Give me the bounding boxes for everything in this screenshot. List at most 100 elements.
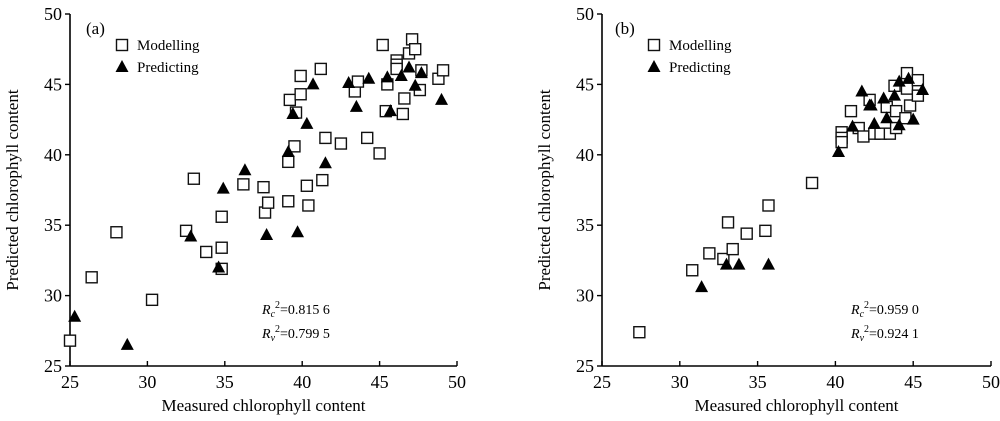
r2-calibration-annotation: Rc2=0.959 0 [850, 300, 919, 320]
data-points [633, 66, 930, 339]
modelling-point [314, 62, 327, 76]
r2-validation-annotation: Rv2=0.799 5 [261, 324, 330, 344]
predicting-point [300, 116, 314, 129]
predicting-point [408, 78, 422, 91]
y-tick-label: 25 [44, 356, 62, 376]
legend-label-modelling: Modelling [137, 38, 200, 54]
y-tick-label: 40 [44, 145, 62, 165]
modelling-point [294, 69, 307, 83]
y-tick-label: 50 [44, 4, 62, 24]
modelling-point [283, 93, 297, 107]
predicting-point [435, 92, 449, 105]
modelling-point [361, 131, 374, 145]
predicting-point [719, 257, 733, 270]
x-tick-label: 40 [293, 372, 311, 392]
x-tick-label: 50 [448, 372, 466, 392]
x-axis-title: Measured chlorophyll content [162, 396, 366, 415]
modelling-point [261, 196, 275, 209]
predicting-point [867, 116, 881, 129]
y-axis-title: Predicted chlorophyll content [3, 89, 22, 290]
modelling-point [334, 137, 348, 150]
modelling-point [703, 247, 716, 260]
axis-ticks: 25 30 35 40 45 50 25 30 35 40 45 50 [576, 4, 1000, 392]
predicting-point [238, 163, 252, 176]
r2-calibration-annotation: Rc2=0.815 6 [261, 300, 330, 320]
modelling-point [179, 224, 193, 238]
modelling-point [294, 88, 307, 101]
x-tick-label: 45 [904, 372, 922, 392]
x-tick-label: 35 [749, 372, 767, 392]
y-tick-label: 35 [576, 215, 594, 235]
predicting-point [864, 98, 878, 111]
predicting-point [832, 144, 846, 157]
y-tick-label: 45 [44, 74, 62, 94]
predicting-point [68, 309, 82, 322]
predicting-point [906, 112, 920, 125]
x-axis-title: Measured chlorophyll content [695, 396, 899, 415]
predicting-point [877, 91, 891, 104]
predicting-point [362, 71, 376, 84]
modelling-point [110, 226, 123, 239]
modelling-point [373, 147, 386, 160]
predicting-point [855, 84, 869, 97]
modelling-point [721, 216, 735, 229]
legend-square-marker-icon [115, 38, 129, 52]
predicting-point [888, 88, 902, 101]
predicting-point [761, 257, 775, 270]
modelling-point [319, 131, 332, 145]
modelling-point [63, 334, 77, 347]
predicting-point [394, 68, 408, 81]
modelling-point [805, 176, 819, 190]
y-tick-label: 30 [44, 286, 62, 306]
modelling-point [282, 155, 295, 169]
modelling-point [145, 293, 159, 307]
x-tick-label: 30 [138, 372, 156, 392]
predicting-point [414, 66, 428, 79]
modelling-point [187, 172, 201, 185]
y-tick-label: 45 [576, 74, 594, 94]
r2-validation-annotation: Rv2=0.924 1 [850, 324, 919, 344]
y-tick-label: 35 [44, 215, 62, 235]
predicting-point [212, 260, 226, 273]
modelling-point [390, 62, 403, 76]
x-tick-label: 25 [61, 372, 79, 392]
legend-label-predicting: Predicting [137, 60, 199, 76]
predicting-point [880, 111, 894, 124]
predicting-point [732, 257, 746, 270]
predicting-point [184, 229, 198, 242]
x-tick-label: 40 [826, 372, 844, 392]
modelling-point [376, 38, 389, 52]
predicting-point [892, 118, 906, 131]
predicting-point [846, 119, 860, 132]
modelling-point [237, 178, 250, 191]
modelling-point [903, 99, 917, 112]
predicting-point [342, 75, 356, 88]
modelling-point [726, 242, 739, 256]
legend: Modelling Predicting [115, 38, 200, 76]
modelling-point [85, 271, 98, 284]
modelling-point [911, 89, 925, 102]
predicting-point [216, 181, 230, 194]
y-axis-title: Predicted chlorophyll content [535, 89, 554, 290]
legend: Modelling Predicting [647, 38, 732, 76]
legend-triangle-marker-icon [115, 60, 129, 72]
modelling-point [844, 104, 858, 118]
modelling-point [759, 224, 772, 238]
predicting-point [402, 60, 416, 73]
y-tick-label: 25 [576, 356, 594, 376]
axis-ticks: 25 30 35 40 45 50 25 30 35 40 45 50 [44, 4, 466, 392]
modelling-point [762, 199, 775, 212]
chart-panel-b: 25 30 35 40 45 50 25 30 35 40 45 50 (b) Modelling P… [535, 4, 1000, 415]
predicting-point [306, 77, 320, 90]
x-tick-label: 30 [671, 372, 689, 392]
predicting-point [318, 156, 332, 169]
x-tick-label: 25 [593, 372, 611, 392]
modelling-point [215, 241, 228, 254]
modelling-point [282, 195, 295, 208]
modelling-point [409, 43, 422, 56]
modelling-point [436, 64, 450, 77]
panel-label: (b) [615, 19, 635, 38]
predicting-point [695, 280, 709, 293]
predicting-point [120, 337, 134, 350]
